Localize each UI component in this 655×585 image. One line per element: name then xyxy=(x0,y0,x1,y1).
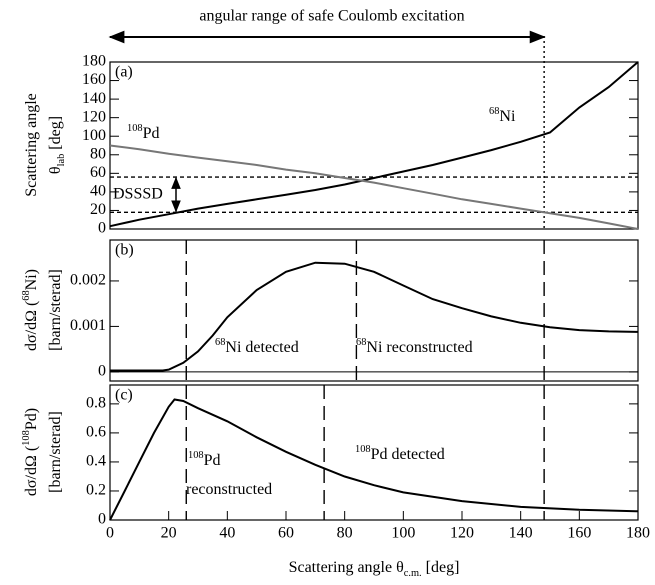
text-part: 108 xyxy=(188,450,204,461)
plot-frame xyxy=(109,239,639,382)
y-tick-label: 0.4 xyxy=(86,453,106,470)
detector-label: DSSSD xyxy=(113,185,163,202)
x-tick-label: 80 xyxy=(337,525,353,542)
text-part: lab xyxy=(56,154,67,167)
x-axis-label: Scattering angle θc.m. [deg] xyxy=(289,559,460,579)
text-part: 108 xyxy=(355,444,371,455)
y-tick-label: 0.8 xyxy=(86,395,106,412)
x-tick-label: 40 xyxy=(219,525,235,542)
text-part: Scattering angle θ xyxy=(289,559,404,576)
text-part: Scattering angle xyxy=(23,93,40,197)
text-part: Pd xyxy=(204,452,221,469)
y-tick-label: 0.6 xyxy=(86,424,106,441)
data-line xyxy=(109,398,639,521)
text-part: Ni detected xyxy=(225,339,298,356)
x-tick-label: 100 xyxy=(391,525,415,542)
y-axis-label: [barn/sterad] xyxy=(47,411,64,493)
x-tick-label: 140 xyxy=(509,525,533,542)
text-part: 108 xyxy=(21,430,32,446)
text-part: 68 xyxy=(489,106,499,117)
plot-frame xyxy=(109,384,639,521)
x-tick-label: 60 xyxy=(278,525,294,542)
panel-label: (c) xyxy=(115,387,133,404)
text-part: Ni xyxy=(499,108,516,125)
series-label: 108Pd xyxy=(127,123,160,142)
y-tick-label: 20 xyxy=(90,201,106,218)
text-part: [barn/sterad] xyxy=(47,411,64,493)
y-tick-label: 40 xyxy=(90,183,106,200)
y-tick-label: 0.2 xyxy=(86,482,106,499)
x-tick-label: 160 xyxy=(567,525,591,542)
region-label: 108Pd detected xyxy=(355,444,445,463)
text-part: dσ/dΩ ( xyxy=(23,446,40,496)
text-part: [deg] xyxy=(47,116,64,154)
text-part: Ni) xyxy=(23,269,40,290)
region-label: 68Ni reconstructed xyxy=(356,337,473,356)
y-tick-label: 0.002 xyxy=(70,272,106,289)
y-axis-label: dσ/dΩ (108Pd) xyxy=(21,408,40,496)
text-part: reconstructed xyxy=(186,481,272,498)
text-part: [barn/sterad] xyxy=(47,269,64,351)
text-part: [deg] xyxy=(422,559,460,576)
y-tick-label: 0 xyxy=(98,220,106,237)
panel-label: (b) xyxy=(115,242,134,259)
data-line xyxy=(110,261,639,372)
y-tick-label: 0 xyxy=(98,363,106,380)
text-part: Ni reconstructed xyxy=(366,339,472,356)
x-tick-label: 120 xyxy=(450,525,474,542)
y-tick-label: 60 xyxy=(90,164,106,181)
region-label: 68Ni detected xyxy=(215,337,299,356)
y-tick-label: 0.001 xyxy=(70,317,106,334)
y-tick-label: 120 xyxy=(82,108,106,125)
y-axis-label: Scattering angle xyxy=(23,93,40,197)
y-tick-label: 0 xyxy=(98,511,106,528)
y-tick-label: 160 xyxy=(82,71,106,88)
data-line xyxy=(109,144,639,230)
text-part: Pd xyxy=(143,125,160,142)
x-tick-label: 0 xyxy=(106,525,114,542)
y-axis-label: [barn/sterad] xyxy=(47,269,64,351)
y-tick-label: 100 xyxy=(82,127,106,144)
text-part: 68 xyxy=(21,290,32,300)
y-axis-label: θlab [deg] xyxy=(47,116,67,174)
text-part: dσ/dΩ ( xyxy=(23,301,40,351)
text-part: Pd detected xyxy=(371,446,445,463)
text-part: 68 xyxy=(215,337,225,348)
series-label: 68Ni xyxy=(489,106,516,125)
x-tick-label: 20 xyxy=(161,525,177,542)
plot-frame xyxy=(109,61,639,230)
text-part: 68 xyxy=(356,337,366,348)
text-part: c.m. xyxy=(404,568,422,579)
y-tick-label: 80 xyxy=(90,145,106,162)
region-label: reconstructed xyxy=(186,481,272,498)
range-label: angular range of safe Coulomb excitation xyxy=(199,8,464,25)
x-tick-label: 180 xyxy=(626,525,650,542)
y-axis-label: dσ/dΩ (68Ni) xyxy=(21,269,40,351)
text-part: 108 xyxy=(127,123,143,134)
y-tick-label: 140 xyxy=(82,90,106,107)
text-part: Pd) xyxy=(23,408,40,430)
data-line xyxy=(109,61,639,228)
y-tick-label: 180 xyxy=(82,53,106,70)
panel-label: (a) xyxy=(115,64,133,81)
region-label: 108Pd xyxy=(188,450,221,469)
text-part: θ xyxy=(47,166,64,174)
